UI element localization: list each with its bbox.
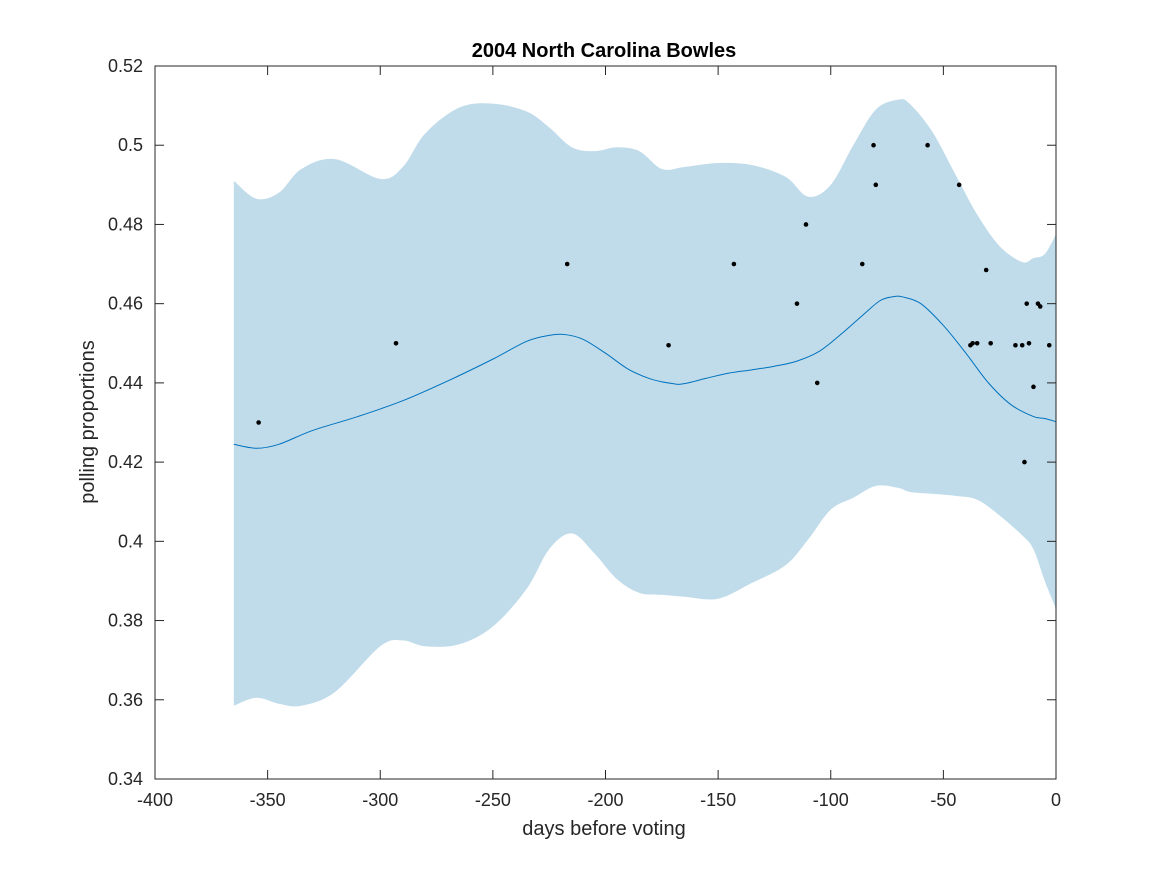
y-tick-label: 0.5 bbox=[118, 135, 143, 155]
poll-point bbox=[988, 340, 993, 346]
poll-point bbox=[803, 222, 809, 227]
chart-title: 2004 North Carolina Bowles bbox=[472, 40, 737, 62]
poll-points-layer bbox=[256, 142, 1052, 465]
x-tick-label: -350 bbox=[250, 790, 286, 810]
x-tick-label: -150 bbox=[700, 790, 736, 810]
x-tick-label: 0 bbox=[1051, 790, 1061, 810]
y-tick-label: 0.4 bbox=[118, 531, 143, 551]
poll-point bbox=[1022, 459, 1027, 465]
poll-point bbox=[1024, 301, 1030, 306]
poll-point bbox=[1026, 340, 1032, 346]
x-tick-label: -300 bbox=[362, 790, 398, 810]
poll-point bbox=[1037, 304, 1043, 309]
x-ticks: -400 -350 -300 -250 -200 -150 -100 -50 0 bbox=[137, 66, 1061, 810]
x-tick-label: -50 bbox=[930, 790, 956, 810]
poll-point bbox=[814, 380, 820, 386]
poll-point bbox=[666, 342, 671, 348]
poll-point bbox=[794, 301, 800, 306]
poll-point bbox=[564, 261, 570, 267]
poll-point bbox=[871, 142, 876, 148]
poll-point bbox=[256, 420, 261, 425]
x-axis-label: days before voting bbox=[522, 818, 685, 840]
y-axis-label: polling proportions bbox=[77, 340, 99, 503]
poll-point bbox=[393, 340, 399, 346]
poll-point bbox=[970, 340, 975, 346]
poll-point bbox=[1031, 384, 1036, 390]
x-tick-label: -200 bbox=[587, 790, 623, 810]
y-tick-label: 0.44 bbox=[108, 373, 143, 393]
x-tick-label: -250 bbox=[475, 790, 511, 810]
confidence-band-layer bbox=[233, 99, 1057, 707]
poll-point bbox=[731, 261, 737, 267]
y-tick-label: 0.46 bbox=[108, 294, 143, 314]
poll-point bbox=[974, 340, 980, 346]
x-tick-label: -100 bbox=[813, 790, 849, 810]
poll-point bbox=[956, 182, 962, 188]
y-tick-label: 0.38 bbox=[108, 611, 143, 631]
y-tick-label: 0.42 bbox=[108, 452, 143, 472]
poll-point bbox=[1046, 342, 1052, 348]
poll-point bbox=[1019, 342, 1025, 348]
y-ticks: 0.34 0.36 0.38 0.4 0.42 0.44 0.46 0.48 0.5 0.52 bbox=[108, 56, 1056, 789]
poll-point bbox=[925, 142, 930, 148]
y-tick-label: 0.52 bbox=[108, 56, 143, 76]
poll-point bbox=[1013, 342, 1018, 348]
poll-point bbox=[859, 261, 865, 267]
y-tick-label: 0.34 bbox=[108, 769, 143, 789]
y-tick-label: 0.36 bbox=[108, 690, 143, 710]
mean-line-0 bbox=[233, 295, 1057, 449]
mean-line-layer bbox=[233, 295, 1057, 449]
x-tick-label: -400 bbox=[137, 790, 173, 810]
confidence-band bbox=[233, 99, 1057, 707]
poll-point bbox=[873, 182, 879, 188]
poll-point bbox=[983, 267, 989, 273]
y-tick-label: 0.48 bbox=[108, 214, 143, 234]
